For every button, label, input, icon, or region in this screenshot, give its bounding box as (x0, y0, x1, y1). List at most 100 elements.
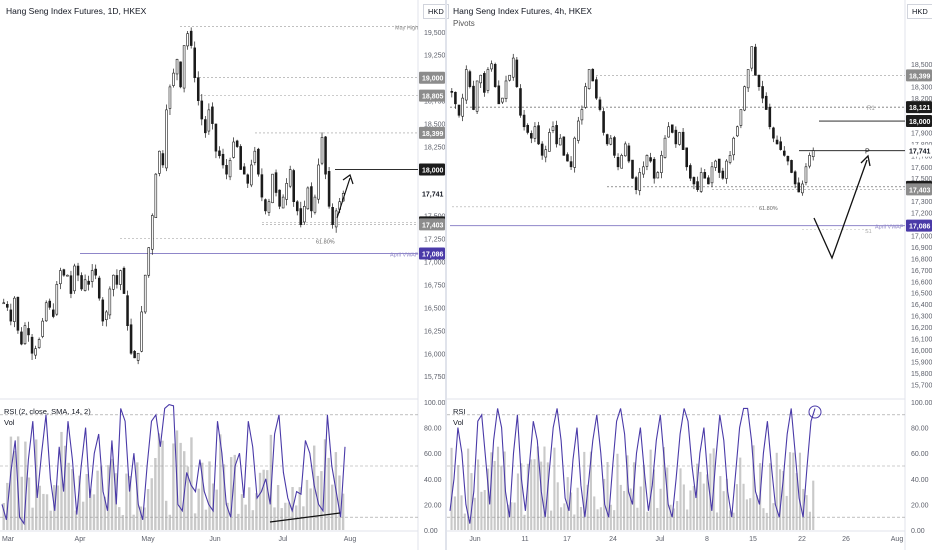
candle-body (129, 324, 133, 354)
volume-bar (536, 446, 539, 530)
candle-body (76, 265, 80, 276)
volume-bar (779, 469, 782, 530)
candle-body (645, 155, 649, 167)
candle-body (281, 196, 285, 209)
right-chart-title: Hang Seng Index Futures, 4h, HKEX (453, 6, 592, 16)
left-chart-svg[interactable]: 19,500 19,250 19,000 18,750 18,500 18,250 18,0… (0, 0, 446, 550)
volume-bar (792, 452, 795, 530)
time-tick-label: Mar (2, 536, 15, 543)
rsi-highlight-circle (808, 405, 822, 419)
projection-arrowhead (342, 174, 354, 185)
candle-body (193, 47, 196, 79)
candle-body (797, 182, 801, 193)
price-tick-label: 16,000 (424, 351, 445, 358)
volume-bar (805, 495, 808, 530)
price-tag-box (419, 89, 445, 102)
candle-body (576, 120, 580, 141)
candle-body (808, 155, 811, 167)
candle-body (605, 134, 609, 145)
price-tag-box (419, 126, 445, 139)
volume-bar (96, 470, 99, 530)
candle-body (158, 150, 161, 174)
right-chart-pane[interactable]: 18,50018,40018,30018,20018,10018,00017,9… (447, 0, 932, 550)
volume-bar (179, 442, 182, 530)
left-currency-badge[interactable]: HKD (423, 4, 449, 19)
volume-bar (745, 499, 748, 530)
volume-bar (269, 434, 273, 530)
volume-bar (240, 494, 244, 530)
price-tag-label: 18,399 (422, 131, 444, 138)
candle-body (457, 104, 461, 116)
volume-bar (583, 451, 586, 530)
candle-body (16, 296, 20, 331)
time-tick-label: 24 (609, 536, 617, 543)
volume-bar (480, 491, 483, 530)
price-tick-label: 15,800 (911, 371, 932, 378)
volume-bar (154, 458, 157, 530)
candle-body (151, 215, 154, 250)
volume-bar (473, 497, 476, 530)
left-chart-pane[interactable]: 19,500 19,250 19,000 18,750 18,500 18,250 18,0… (0, 0, 449, 550)
price-tick-label: 18,300 (911, 85, 932, 92)
candle-body (87, 280, 90, 285)
candle-body (55, 284, 59, 315)
volume-bar (161, 440, 164, 530)
volume-bar (523, 514, 526, 530)
candle-body (122, 267, 126, 294)
price-tick-label: 15,900 (911, 359, 932, 366)
rsi-line (449, 407, 816, 524)
candle-body (764, 95, 768, 110)
candle-body (257, 148, 260, 175)
volume-bar (323, 439, 327, 530)
volume-bar (493, 460, 496, 530)
candle-body (179, 61, 182, 88)
volume-bar (9, 436, 13, 530)
price-tick-label: 16,300 (911, 314, 932, 321)
candle-body (580, 109, 584, 121)
right-currency-badge[interactable]: HKD (907, 4, 932, 19)
volume-bar (287, 502, 291, 530)
volume-bar (503, 451, 506, 530)
candle-body (207, 109, 211, 132)
volume-bar (450, 447, 453, 530)
volume-bar (686, 509, 689, 530)
pivot-r1-annotation: R1 (867, 106, 875, 112)
price-tag-box (906, 101, 932, 114)
volume-bar (208, 461, 211, 530)
volume-bar (42, 493, 45, 530)
time-tick-label: Jun (469, 536, 480, 543)
price-tick-label: 16,200 (911, 325, 932, 332)
candle-body (663, 137, 667, 158)
right-chart-svg[interactable]: 18,50018,40018,30018,20018,10018,00017,9… (447, 0, 932, 550)
volume-bar (483, 489, 486, 530)
candle-body (584, 86, 587, 108)
volume-bar (92, 494, 96, 530)
candle-body (623, 143, 627, 157)
volume-bar (164, 500, 168, 530)
volume-bar (186, 466, 190, 530)
candle-body (591, 68, 595, 82)
pane-divider[interactable] (445, 0, 447, 550)
volume-bar (168, 514, 171, 530)
candle-body (320, 137, 324, 164)
candle-body (288, 169, 292, 187)
candle-body (511, 57, 515, 78)
price-tag-label: 17,086 (909, 224, 931, 231)
volume-bar (280, 508, 283, 530)
volume-bar (739, 457, 742, 530)
candle-body (450, 90, 454, 93)
right-vol-label: Vol (453, 418, 464, 427)
candle-body (699, 172, 703, 192)
volume-bar (546, 462, 549, 530)
candle-body (519, 88, 522, 116)
candle-body (196, 77, 200, 101)
price-tag-label: 19,000 (422, 76, 444, 83)
volume-bar (636, 507, 639, 530)
volume-bar (719, 476, 722, 530)
candle-body (105, 311, 108, 320)
price-tag-box (419, 163, 445, 176)
candle-body (454, 91, 457, 105)
volume-bar (749, 498, 752, 530)
price-tick-label: 16,000 (911, 348, 932, 355)
volume-bar (2, 502, 5, 530)
